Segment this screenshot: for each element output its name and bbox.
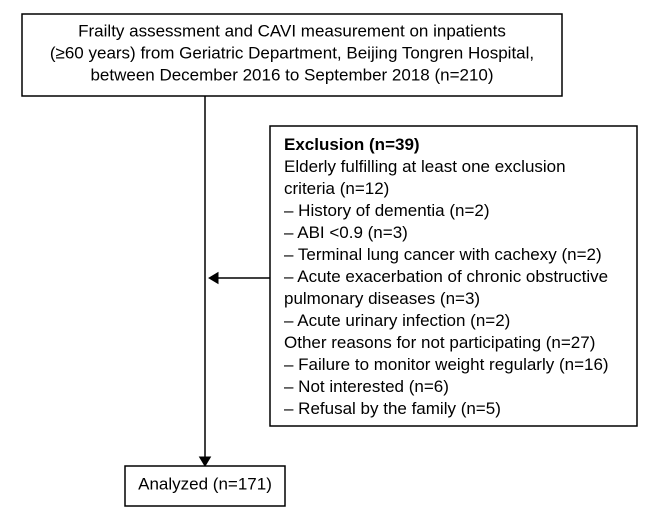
exclusion_box-line: – Not interested (n=6) [284, 377, 449, 396]
exclusion_box-line: Elderly fulfilling at least one exclusio… [284, 157, 566, 176]
analyzed_box-line: Analyzed (n=171) [138, 474, 272, 493]
exclusion_box-line: – Acute urinary infection (n=2) [284, 311, 510, 330]
exclusion_box-line: pulmonary diseases (n=3) [284, 289, 480, 308]
arrowhead [200, 457, 211, 466]
exclusion_box-line: – Terminal lung cancer with cachexy (n=2… [284, 245, 602, 264]
start_box-line: (≥60 years) from Geriatric Department, B… [50, 43, 534, 62]
exclusion_box-line: – History of dementia (n=2) [284, 201, 490, 220]
exclusion_box-line: – Acute exacerbation of chronic obstruct… [284, 267, 608, 286]
start_box-line: Frailty assessment and CAVI measurement … [78, 21, 506, 40]
start_box-line: between December 2016 to September 2018 … [90, 65, 493, 84]
exclusion_box-title: Exclusion (n=39) [284, 135, 420, 154]
exclusion_box-line: – Refusal by the family (n=5) [284, 399, 501, 418]
exclusion_box-line: – Failure to monitor weight regularly (n… [284, 355, 609, 374]
exclusion_box-line: criteria (n=12) [284, 179, 389, 198]
exclusion_box-line: Other reasons for not participating (n=2… [284, 333, 595, 352]
arrowhead [209, 273, 218, 284]
exclusion_box-line: – ABI <0.9 (n=3) [284, 223, 408, 242]
